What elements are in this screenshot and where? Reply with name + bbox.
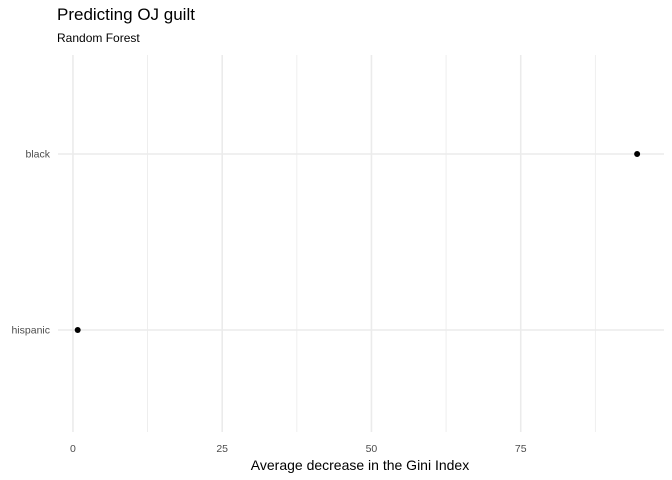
chart-title: Predicting OJ guilt [57,5,195,24]
x-tick-label: 0 [70,443,76,455]
x-axis-title: Average decrease in the Gini Index [251,457,469,473]
y-tick-label: black [25,149,50,161]
y-tick-label: hispanic [11,325,50,337]
data-point [74,327,81,333]
x-tick-label: 75 [515,443,527,455]
x-tick-label: 25 [216,443,228,455]
x-tick-label: 50 [366,443,378,455]
data-point [634,151,641,157]
chart-subtitle: Random Forest [57,31,140,45]
